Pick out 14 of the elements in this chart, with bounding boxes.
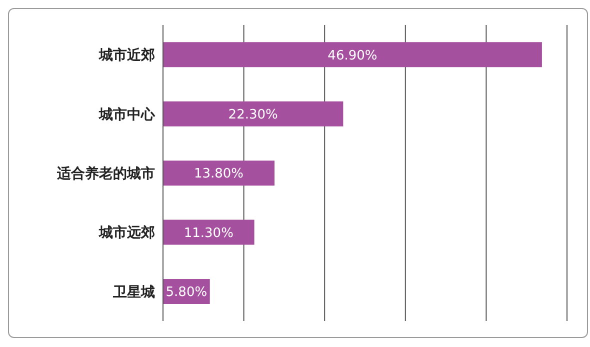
data-label: 11.30% bbox=[184, 226, 234, 241]
y-tick-label: 适合养老的城市 bbox=[56, 164, 155, 182]
bar bbox=[163, 42, 542, 68]
data-label: 5.80% bbox=[166, 285, 208, 300]
y-tick-label: 卫星城 bbox=[112, 284, 155, 300]
y-tick-label: 城市中心 bbox=[98, 106, 156, 123]
y-tick-label: 城市远郊 bbox=[98, 224, 155, 242]
data-label: 13.80% bbox=[194, 166, 244, 182]
bar bbox=[163, 160, 275, 186]
bar bbox=[163, 220, 254, 245]
bar bbox=[163, 101, 344, 126]
data-label: 22.30% bbox=[228, 107, 278, 122]
y-tick-label: 城市近郊 bbox=[98, 46, 155, 64]
data-label: 46.90% bbox=[328, 48, 378, 64]
